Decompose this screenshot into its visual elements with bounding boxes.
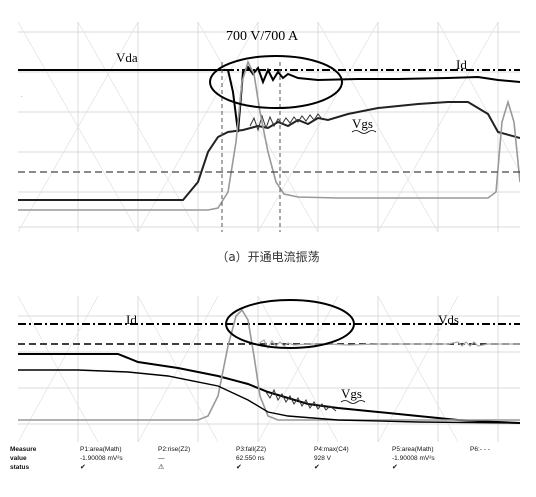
measure-header-1: P1:area(Math)	[80, 446, 122, 453]
measure-value-label: value	[10, 455, 27, 462]
series-vgs-line	[18, 59, 521, 211]
measure-header-2: P2:rise(Z2)	[158, 446, 191, 453]
measure-status-row: status ✔ ⚠ ✔ ✔ ✔	[10, 463, 530, 472]
measure-status-1: ✔	[80, 464, 86, 471]
measure-header-3: P3:fall(Z2)	[236, 446, 266, 453]
label-id-b: Id	[126, 312, 137, 327]
chart-b-svg: Id Vds Vgs	[17, 295, 521, 443]
measure-table: Measure P1:area(Math) P2:rise(Z2) P3:fal…	[10, 445, 530, 472]
series-vgs-b-dark	[18, 369, 521, 424]
measure-value-2: —	[158, 455, 165, 462]
measure-header-0: Measure	[10, 446, 37, 453]
annotation-700v: 700 V/700 A	[226, 29, 299, 44]
series-id-b-line	[18, 353, 521, 424]
measure-value-3: 62.550 ns	[236, 455, 265, 462]
series-id-oscillation	[249, 113, 323, 132]
measure-value-1: -1.90008 mV²s	[80, 455, 123, 462]
measure-status-label: status	[10, 464, 30, 471]
chart-panel-b: Id Vds Vgs	[17, 295, 521, 443]
series-id-line	[18, 101, 521, 201]
measure-status-5: ✔	[392, 464, 398, 471]
label-vds: Vds	[438, 312, 459, 327]
measure-value-5: -1.90008 mV²s	[392, 455, 435, 462]
axis-marker-a1: .	[21, 93, 23, 99]
series-vgs-b-line	[18, 308, 520, 421]
chart-panel-a: Vda Id Vgs 700 V/700 A .	[17, 21, 521, 233]
series-vds-line	[257, 339, 520, 350]
measure-status-4: ✔	[314, 464, 320, 471]
measure-value-6	[470, 454, 510, 463]
measure-status-3: ✔	[236, 464, 242, 471]
series-id-b-oscillation	[265, 388, 337, 412]
oscillation-ellipse-a	[209, 55, 343, 109]
oscillation-ellipse-b	[225, 299, 355, 349]
caption-a: （a）开通电流振荡	[216, 250, 320, 264]
measure-header-5: P5:area(Math)	[392, 446, 434, 453]
label-vda: Vda	[116, 50, 138, 65]
label-id-a: Id	[456, 57, 467, 72]
vgs-underline-b	[340, 400, 366, 404]
measure-header-row: Measure P1:area(Math) P2:rise(Z2) P3:fal…	[10, 445, 530, 454]
label-vgs-b: Vgs	[341, 386, 362, 401]
measure-value-row: value -1.90008 mV²s — 62.550 ns 928 V -1…	[10, 454, 530, 463]
measure-status-6	[470, 463, 510, 472]
chart-a-svg: Vda Id Vgs 700 V/700 A .	[17, 21, 521, 233]
series-vda-line	[18, 65, 521, 133]
label-vgs-a: Vgs	[352, 116, 373, 131]
vgs-underline-a	[351, 130, 377, 134]
measure-header-6: P6:- - -	[470, 446, 490, 453]
measure-value-4: 928 V	[314, 455, 331, 462]
measure-header-4: P4:max(C4)	[314, 446, 349, 453]
measure-status-2: ⚠	[158, 464, 165, 471]
